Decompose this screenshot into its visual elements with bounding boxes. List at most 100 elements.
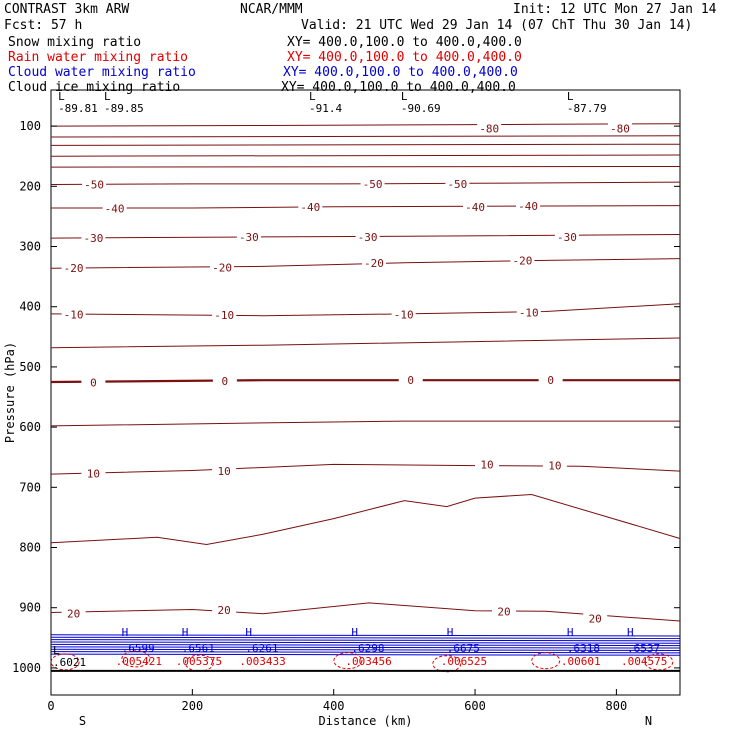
- field-rain-xy: XY= 400.0,100.0 to 400.0,400.0: [287, 50, 522, 65]
- cloud-water-contour: [50, 643, 681, 647]
- max-marker-value2: .003456: [345, 655, 391, 668]
- max-marker-value: .6561: [182, 642, 215, 655]
- contour-label: 20: [497, 605, 510, 618]
- north-label: N: [645, 714, 652, 728]
- contour-label: -50: [447, 178, 467, 191]
- forecast-hour: Fcst: 57 h: [4, 18, 83, 33]
- y-tick-label: 700: [19, 480, 41, 494]
- plot-frame: [50, 89, 681, 696]
- contour-label: -40: [300, 201, 320, 214]
- contour-line: [50, 493, 681, 546]
- contour-label: -50: [84, 179, 104, 192]
- contour-label: -10: [64, 309, 84, 322]
- cloud-water-contour: [50, 651, 681, 654]
- contour-label-bg: [360, 177, 385, 190]
- contour-label-bg: [212, 604, 237, 617]
- valid-time: Valid: 21 UTC Wed 29 Jan 14 (07 ChT Thu …: [301, 18, 693, 33]
- contour-label: -40: [105, 203, 125, 216]
- contour-label-bg: [477, 122, 502, 135]
- min-marker-letter: L: [309, 90, 316, 103]
- cloud-water-contour: [50, 639, 681, 642]
- max-marker-value: .6261: [245, 642, 278, 655]
- min-marker-letter: L: [401, 90, 408, 103]
- contour-label: -50: [363, 178, 383, 191]
- contour-label: 20: [589, 613, 602, 626]
- y-tick-label: 500: [19, 360, 41, 374]
- contour-label-bg: [361, 256, 386, 269]
- max-marker-value2: .005375: [176, 655, 222, 668]
- max-marker-value2: .003433: [239, 655, 285, 668]
- field-cloud-ice-xy: XY= 400.0,100.0 to 400.0,400.0: [281, 80, 516, 95]
- contour-label: -20: [364, 257, 384, 270]
- contour-label: 0: [547, 374, 554, 387]
- max-marker-letter: H: [245, 626, 252, 639]
- x-tick-label: 0: [47, 699, 54, 713]
- max-marker-letter: H: [351, 626, 358, 639]
- contour-label: -20: [512, 254, 532, 267]
- max-marker-value: .6537: [627, 642, 660, 655]
- min-marker-letter: L: [53, 644, 60, 657]
- rain-water-contour: [121, 650, 151, 668]
- max-marker-value2: .004575: [621, 655, 667, 668]
- field-snow-xy: XY= 400.0,100.0 to 400.0,400.0: [287, 35, 522, 50]
- max-marker-letter: H: [122, 626, 129, 639]
- x-tick-label: 400: [323, 699, 345, 713]
- min-marker-letter: L: [104, 90, 111, 103]
- contour-label: -10: [394, 309, 414, 322]
- contour-label: 10: [218, 465, 231, 478]
- contour-label-bg: [542, 459, 567, 472]
- contour-label: -20: [212, 262, 232, 275]
- y-tick-label: 100: [19, 119, 41, 133]
- contour-line: [50, 135, 681, 138]
- field-snow-name: Snow mixing ratio: [8, 35, 142, 50]
- init-time: Init: 12 UTC Mon 27 Jan 14: [513, 2, 717, 17]
- contour-label: -30: [239, 231, 259, 244]
- min-marker-value: -91.4: [309, 102, 342, 115]
- cloud-water-contour: [50, 636, 681, 639]
- rain-water-contour: [50, 653, 80, 671]
- cloud-water-contour: [50, 641, 681, 644]
- cloud-water-contour: [50, 634, 681, 637]
- cloud-water-contour: [50, 653, 681, 656]
- contour-label-bg: [463, 200, 488, 213]
- model-title: CONTRAST 3km ARW: [4, 2, 130, 17]
- max-marker-letter: H: [567, 626, 574, 639]
- contour-label: -10: [214, 309, 234, 322]
- min-marker-value: -87.79: [567, 102, 607, 115]
- contour-label-bg: [607, 122, 632, 135]
- y-tick-label: 200: [19, 179, 41, 193]
- x-tick-label: 600: [464, 699, 486, 713]
- field-rain-name: Rain water mixing ratio: [8, 50, 189, 65]
- contour-label-bg: [81, 376, 106, 389]
- contour-label-bg: [212, 465, 237, 478]
- contour-line: [50, 154, 681, 157]
- rain-water-contour: [644, 653, 674, 671]
- contour-label-bg: [82, 178, 107, 191]
- contour-line: [50, 420, 680, 427]
- contour-label-bg: [554, 230, 579, 243]
- org-label: NCAR/MMM: [240, 2, 303, 17]
- contour-line: [50, 123, 681, 127]
- contour-line: [50, 337, 681, 349]
- min-marker-value: -89.81: [58, 102, 98, 115]
- max-marker-value: .6675: [447, 642, 480, 655]
- contour-line: [50, 166, 681, 168]
- contour-label-bg: [212, 309, 237, 322]
- max-marker-value: .6318: [567, 642, 600, 655]
- contour-label: -30: [557, 231, 577, 244]
- contour-line: [50, 181, 681, 185]
- min-marker-value: -90.69: [401, 102, 441, 115]
- contour-label-bg: [510, 254, 535, 267]
- south-label: S: [79, 714, 86, 728]
- contour-line: [50, 303, 681, 317]
- contour-line: [50, 379, 680, 384]
- max-marker-value: .6298: [351, 642, 384, 655]
- contour-line: [50, 234, 681, 239]
- contour-label-bg: [475, 458, 500, 471]
- contour-label: -40: [465, 201, 485, 214]
- contour-label: 0: [90, 377, 97, 390]
- field-cloud-water-name: Cloud water mixing ratio: [8, 65, 196, 80]
- contour-label: 20: [218, 604, 231, 617]
- contour-label: 0: [407, 374, 414, 387]
- contour-line: [51, 205, 681, 209]
